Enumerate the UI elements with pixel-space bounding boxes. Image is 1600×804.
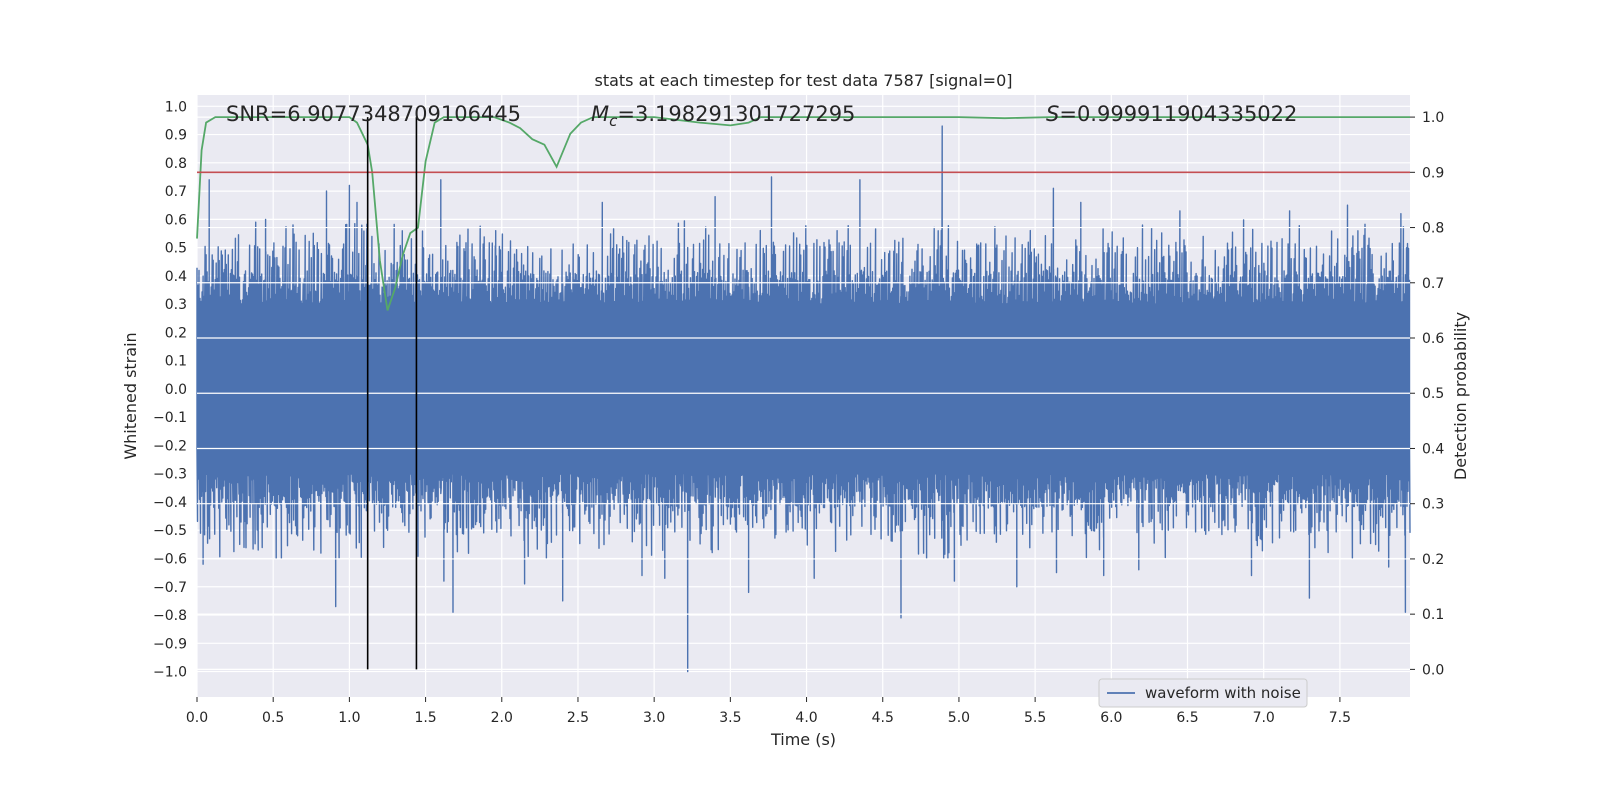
waveform-line bbox=[196, 125, 1411, 673]
left-y-tick-label: 0.9 bbox=[165, 128, 187, 144]
right-y-tick-label: 0.4 bbox=[1422, 441, 1444, 457]
left-y-tick-label: 0.6 bbox=[165, 212, 187, 228]
left-y-tick-label: 0.2 bbox=[165, 325, 187, 341]
x-tick-label: 0.5 bbox=[262, 710, 284, 726]
x-tick-label: 3.5 bbox=[719, 710, 741, 726]
chirp-mass-annotation: Mc=3.198291301727295 bbox=[591, 102, 855, 130]
chirp-mass-symbol: M bbox=[591, 102, 609, 126]
left-y-tick-label: 0.8 bbox=[165, 156, 187, 172]
waveform-series bbox=[196, 125, 1411, 673]
x-tick-label: 5.0 bbox=[948, 710, 970, 726]
probability-series bbox=[196, 116, 1410, 311]
chart-title: stats at each timestep for test data 758… bbox=[594, 71, 1012, 90]
x-tick-label: 7.5 bbox=[1329, 710, 1351, 726]
x-tick-label: 6.5 bbox=[1176, 710, 1198, 726]
right-y-tick-label: 0.3 bbox=[1422, 497, 1444, 513]
left-y-tick-label: 0.0 bbox=[165, 382, 187, 398]
left-y-tick-label: 0.1 bbox=[165, 354, 187, 370]
right-y-tick-label: 0.2 bbox=[1422, 552, 1444, 568]
left-y-tick-label: 0.3 bbox=[165, 297, 187, 313]
x-tick-label: 7.0 bbox=[1253, 710, 1275, 726]
chirp-mass-subscript: c bbox=[609, 112, 618, 130]
score-annotation: S=0.999911904335022 bbox=[1046, 102, 1297, 126]
left-y-tick-label: −0.5 bbox=[153, 523, 187, 539]
x-tick-label: 3.0 bbox=[643, 710, 665, 726]
x-tick-label: 6.0 bbox=[1100, 710, 1122, 726]
waveform-core-band bbox=[197, 304, 1410, 474]
right-y-tick-label: 0.9 bbox=[1422, 165, 1444, 181]
left-y-tick-label: −0.7 bbox=[153, 580, 187, 596]
legend: waveform with noise bbox=[1098, 678, 1308, 708]
ticks: 0.0 0.5 1.0 1.5 2.0 2.5 3.0 3.5 4.0 4.5 5.0 5.5 6.0 6… bbox=[153, 99, 1444, 726]
legend-box bbox=[1098, 678, 1308, 708]
x-tick-label: 0.0 bbox=[186, 710, 208, 726]
left-y-tick-label: −0.1 bbox=[153, 410, 187, 426]
legend-label: waveform with noise bbox=[1145, 684, 1301, 702]
left-y-tick-label: −0.6 bbox=[153, 552, 187, 568]
left-y-tick-label: 0.5 bbox=[165, 241, 187, 257]
left-y-tick-label: 0.7 bbox=[165, 184, 187, 200]
left-y-tick-label: −0.8 bbox=[153, 608, 187, 624]
score-value: =0.999911904335022 bbox=[1059, 102, 1297, 126]
probability-line bbox=[196, 116, 1410, 311]
x-tick-label: 2.0 bbox=[491, 710, 513, 726]
x-axis-title: Time (s) bbox=[770, 730, 836, 749]
x-tick-label: 2.5 bbox=[567, 710, 589, 726]
left-y-tick-label: −1.0 bbox=[153, 665, 187, 681]
right-y-tick-label: 1.0 bbox=[1422, 110, 1444, 126]
x-tick-label: 1.0 bbox=[338, 710, 360, 726]
left-y-tick-label: −0.3 bbox=[153, 467, 187, 483]
x-tick-label: 5.5 bbox=[1024, 710, 1046, 726]
left-y-tick-label: 0.4 bbox=[165, 269, 187, 285]
right-y-tick-label: 0.1 bbox=[1422, 607, 1444, 623]
x-tick-label: 1.5 bbox=[414, 710, 436, 726]
markers bbox=[197, 117, 1410, 670]
right-y-axis-title: Detection probability bbox=[1451, 312, 1470, 480]
x-tick-label: 4.5 bbox=[872, 710, 894, 726]
right-y-tick-label: 0.6 bbox=[1422, 331, 1444, 347]
chirp-mass-value: =3.198291301727295 bbox=[617, 102, 855, 126]
left-y-tick-label: 1.0 bbox=[165, 99, 187, 115]
right-y-tick-label: 0.8 bbox=[1422, 221, 1444, 237]
snr-annotation: SNR=6.9077348709106445 bbox=[226, 102, 521, 126]
score-symbol: S bbox=[1046, 102, 1059, 126]
left-y-tick-label: −0.2 bbox=[153, 438, 187, 454]
left-y-tick-label: −0.9 bbox=[153, 636, 187, 652]
right-y-tick-label: 0.5 bbox=[1422, 386, 1444, 402]
left-y-tick-label: −0.4 bbox=[153, 495, 187, 511]
right-y-tick-label: 0.0 bbox=[1422, 662, 1444, 678]
x-tick-label: 4.0 bbox=[795, 710, 817, 726]
right-y-tick-label: 0.7 bbox=[1422, 276, 1444, 292]
left-y-axis-title: Whitened strain bbox=[121, 332, 140, 459]
